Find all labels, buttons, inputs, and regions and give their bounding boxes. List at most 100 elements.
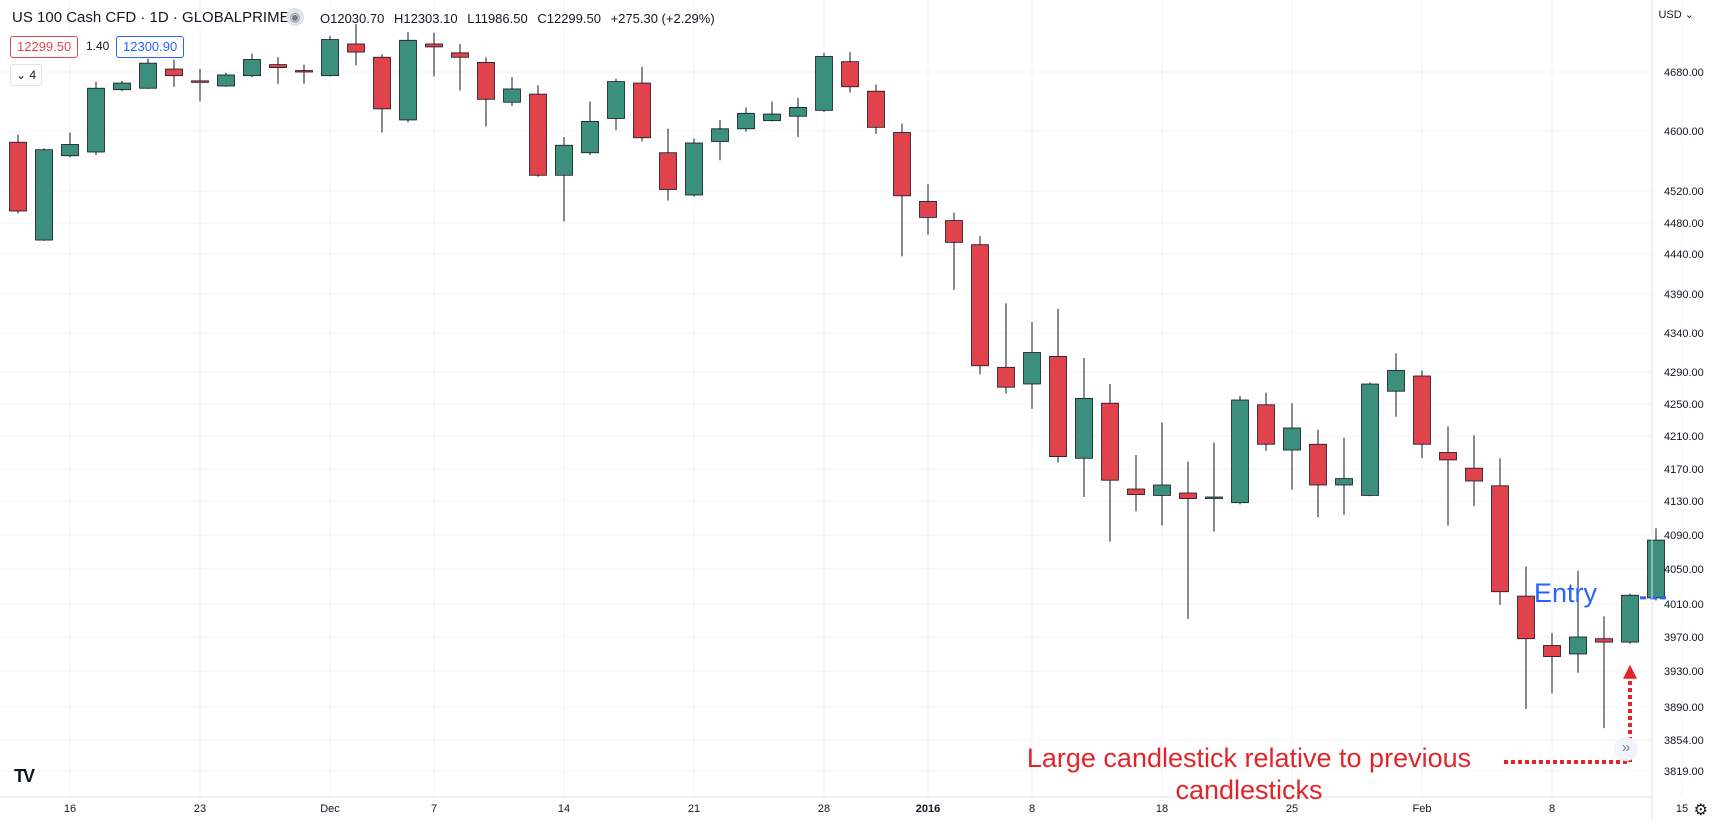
candle: [815, 52, 833, 112]
time-tick-label: 21: [688, 803, 700, 815]
candle: [1205, 442, 1223, 532]
time-tick-label: 28: [818, 803, 830, 815]
candle-body: [659, 152, 677, 190]
candle-body: [1517, 595, 1535, 640]
sell-button[interactable]: 12299.50: [10, 36, 79, 58]
candle: [789, 97, 807, 137]
candle-body: [9, 141, 27, 212]
candle: [1335, 437, 1353, 515]
candle: [477, 57, 495, 127]
arrow-up-icon: [1623, 664, 1637, 679]
candle-body: [919, 200, 937, 218]
eye-icon[interactable]: ◉: [286, 8, 304, 26]
chevron-down-icon: ⌄: [16, 68, 27, 82]
tradingview-logo-icon[interactable]: TV: [14, 766, 35, 786]
candle-body: [321, 39, 339, 77]
price-axis[interactable]: 4680.00 4600.00 4520.00 4480.00 4440.00 4390.…: [1664, 67, 1704, 778]
candle: [269, 57, 287, 84]
candle-body: [1335, 478, 1353, 486]
candle: [113, 80, 131, 92]
indicators-collapse-button[interactable]: ⌄ 4: [10, 64, 43, 86]
chart-grid: [0, 0, 1683, 797]
candle-body: [1127, 488, 1145, 495]
ohlc-readout: O12030.70 H12303.10 L11986.50 C12299.50 …: [320, 11, 721, 26]
candle-body: [1023, 352, 1041, 385]
candle: [1101, 384, 1119, 542]
candle: [399, 32, 417, 123]
large-candle-annotation: Large candlestick relative to previous c…: [1026, 743, 1472, 805]
candle: [35, 148, 53, 241]
candle-body: [945, 220, 963, 243]
candle-body: [1595, 638, 1613, 643]
candle-body: [1205, 496, 1223, 499]
time-tick-label: 15: [1676, 803, 1688, 815]
candle-body: [373, 56, 391, 110]
candle-body: [1413, 375, 1431, 445]
candle: [1153, 422, 1171, 526]
candle: [711, 119, 729, 161]
high-value: H12303.10: [393, 11, 458, 26]
candle: [1647, 528, 1665, 601]
candle-body: [217, 74, 235, 87]
candle-body: [165, 68, 183, 77]
entry-annotation: Entry: [1534, 578, 1598, 608]
candle-body: [243, 59, 261, 77]
price-tick-label: 4600.00: [1664, 126, 1704, 138]
candle-body: [789, 107, 807, 117]
candle-body: [633, 82, 651, 139]
candle: [763, 101, 781, 122]
time-tick-label: Dec: [320, 803, 340, 815]
price-tick-label: 4340.00: [1664, 328, 1704, 340]
symbol-title[interactable]: US 100 Cash CFD · 1D · GLOBALPRIME: [12, 9, 290, 26]
candle-body: [997, 366, 1015, 388]
candle-body: [61, 144, 79, 157]
candle-body: [477, 62, 495, 100]
candle-body: [1569, 636, 1587, 655]
candle-body: [555, 144, 573, 176]
candle: [1439, 426, 1457, 526]
candle-body: [763, 113, 781, 122]
price-tick-label: 3930.00: [1664, 666, 1704, 678]
candle-body: [451, 52, 469, 58]
time-tick-label: Feb: [1413, 803, 1432, 815]
time-tick-label: 16: [64, 803, 76, 815]
time-tick-label: 8: [1029, 803, 1035, 815]
currency-selector[interactable]: USD ⌄: [1658, 8, 1694, 21]
chart-header: US 100 Cash CFD · 1D · GLOBALPRIME ◉ O12…: [0, 0, 1660, 40]
candle-body: [529, 93, 547, 176]
buy-button[interactable]: 12300.90: [116, 36, 185, 58]
candle-body: [399, 39, 417, 121]
price-tick-label: 4210.00: [1664, 431, 1704, 443]
time-tick-label: 14: [558, 803, 570, 815]
gear-icon[interactable]: ⚙: [1693, 802, 1708, 819]
candle-body: [347, 43, 365, 53]
price-tick-label: 3890.00: [1664, 702, 1704, 714]
candle-body: [1309, 443, 1327, 486]
candle: [1361, 382, 1379, 497]
candle-body: [581, 121, 599, 154]
candle: [243, 53, 261, 78]
candle-body: [295, 70, 313, 73]
price-tick-label: 3970.00: [1664, 632, 1704, 644]
price-tick-label: 4250.00: [1664, 399, 1704, 411]
candle-body: [269, 64, 287, 68]
price-tick-label: 3819.00: [1664, 766, 1704, 778]
candle-body: [1179, 492, 1197, 499]
candle-body: [1153, 484, 1171, 496]
candle-body: [1543, 645, 1561, 657]
time-axis[interactable]: 16 23 Dec 7 14 21 28 2016 8 18 25 Feb 8 15: [64, 803, 1688, 815]
candle-body: [425, 43, 443, 48]
candle-body: [815, 56, 833, 111]
candle: [945, 212, 963, 290]
candle-body: [503, 88, 521, 103]
candle: [321, 35, 339, 77]
chevron-down-icon: ⌄: [1684, 9, 1694, 21]
candle: [659, 128, 677, 201]
candle: [1517, 566, 1535, 709]
candle: [1387, 353, 1405, 417]
candle-body: [841, 61, 859, 88]
candle: [841, 52, 859, 93]
scroll-to-realtime-button[interactable]: »: [1614, 737, 1638, 761]
candle-body: [1075, 397, 1093, 459]
